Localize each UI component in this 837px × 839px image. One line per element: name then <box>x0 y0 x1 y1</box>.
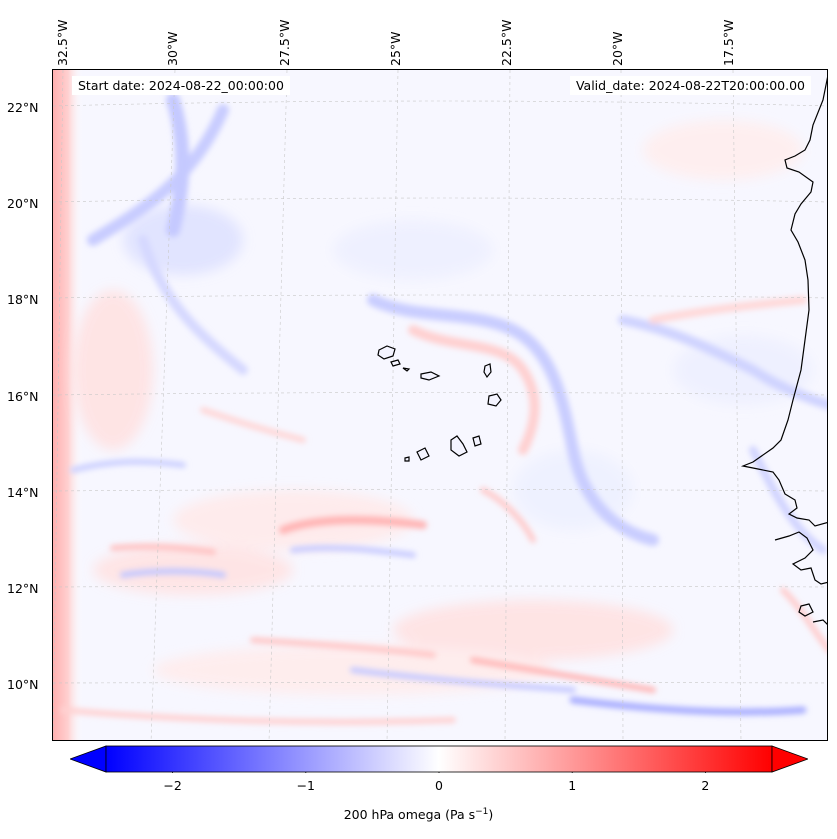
island-maio <box>472 435 482 447</box>
african-coastline <box>740 76 827 625</box>
island-santiago <box>450 435 468 457</box>
island-brava <box>404 456 410 462</box>
colorbar-tick-label: 1 <box>568 778 577 793</box>
longitude-label: 27.5°W <box>277 19 292 66</box>
island-sao-vicente <box>390 359 401 367</box>
island-sao-nicolau <box>420 371 441 381</box>
colorbar-label: 200 hPa omega (Pa s−1) <box>343 807 494 823</box>
colorbar-max-extend <box>771 745 810 773</box>
longitude-label: 22.5°W <box>499 19 514 66</box>
latitude-label: 20°N <box>7 196 39 211</box>
map-canvas <box>53 70 827 740</box>
latitude-label: 22°N <box>7 100 39 115</box>
start-date-label: Start date: 2024-08-22_00:00:00 <box>72 76 290 95</box>
latitude-label: 14°N <box>7 485 39 500</box>
valid-date-label: Valid_date: 2024-08-22T20:00:00.00 <box>569 76 811 95</box>
latitude-label: 18°N <box>7 292 39 307</box>
longitude-label: 32.5°W <box>55 19 70 66</box>
latitude-label: 10°N <box>7 677 39 692</box>
colorbar-tick-label: −1 <box>296 778 316 793</box>
colorbar-tick-label: 2 <box>701 778 710 793</box>
omega-field-bands <box>60 93 827 725</box>
longitude-label: 25°W <box>388 31 403 66</box>
colorbar-tick-label: −2 <box>163 778 182 793</box>
island-sal <box>483 363 492 379</box>
colorbar <box>68 745 810 776</box>
colorbar-svg <box>68 745 810 776</box>
colorbar-tick-label: 0 <box>435 778 443 793</box>
colorbar-min-extend <box>68 745 107 773</box>
graticule <box>53 70 827 740</box>
cape-verde-islands <box>377 345 502 462</box>
latitude-label: 16°N <box>7 389 39 404</box>
island-fogo <box>416 447 430 461</box>
colorbar-tick-labels: −2 −1 0 1 2 <box>70 775 808 795</box>
island-santa-luzia <box>402 367 411 372</box>
longitude-label: 17.5°W <box>721 19 736 66</box>
island-boa-vista <box>487 393 502 407</box>
omega-map <box>52 69 828 741</box>
colorbar-gradient <box>105 745 773 773</box>
latitude-label: 12°N <box>7 581 39 596</box>
island-santo-antao <box>377 345 396 360</box>
longitude-label: 20°W <box>610 31 625 66</box>
longitude-label: 30°W <box>165 31 180 66</box>
